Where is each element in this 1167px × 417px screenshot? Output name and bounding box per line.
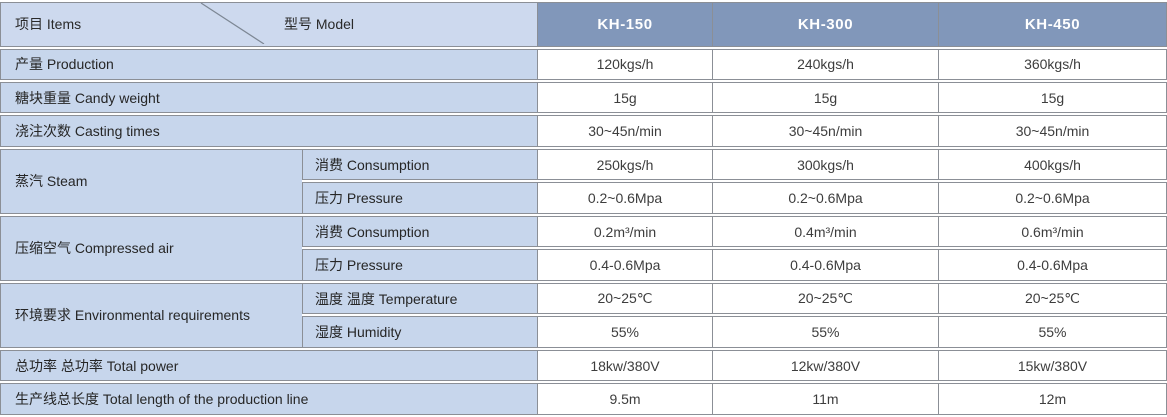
value-cell: 240kgs/h xyxy=(712,48,938,80)
value-cell: 0.4-0.6Mpa xyxy=(537,249,712,281)
table-row-casting-times: 浇注次数 Casting times 30~45n/min 30~45n/min… xyxy=(0,115,1167,147)
table-row-total-length: 生产线总长度 Total length of the production li… xyxy=(0,383,1167,415)
value-cell: 55% xyxy=(537,316,712,348)
table-row-air-pressure: 压力 Pressure 0.4-0.6Mpa 0.4-0.6Mpa 0.4-0.… xyxy=(0,249,1167,281)
value-cell: 30~45n/min xyxy=(537,115,712,147)
value-cell: 18kw/380V xyxy=(537,349,712,382)
table-row-air-consumption: 压缩空气 Compressed air 消费 Consumption 0.2m³… xyxy=(0,215,1167,281)
value-cell: 400kgs/h xyxy=(938,148,1167,181)
model-header-label: 型号 Model xyxy=(284,16,355,33)
value-cell: 30~45n/min xyxy=(938,115,1167,147)
value-cell: 30~45n/min xyxy=(712,115,938,147)
sub-label: 温度 温度 Temperature xyxy=(302,282,537,315)
table-row-production: 产量 Production 120kgs/h 240kgs/h 360kgs/h xyxy=(0,48,1167,80)
value-cell: 250kgs/h xyxy=(537,148,712,181)
value-cell: 12m xyxy=(938,383,1167,415)
row-label: 浇注次数 Casting times xyxy=(0,115,537,147)
diagonal-divider xyxy=(200,3,265,44)
value-cell: 0.4m³/min xyxy=(712,215,938,248)
value-cell: 15g xyxy=(537,82,712,114)
value-cell: 12kw/380V xyxy=(712,349,938,382)
value-cell: 300kgs/h xyxy=(712,148,938,181)
sub-label: 消费 Consumption xyxy=(302,215,537,248)
row-label: 总功率 总功率 Total power xyxy=(0,349,537,382)
value-cell: 9.5m xyxy=(537,383,712,415)
items-model-header-cell: 项目 Items 型号 Model xyxy=(0,2,537,47)
table-row-humidity: 湿度 Humidity 55% 55% 55% xyxy=(0,316,1167,348)
sub-label: 湿度 Humidity xyxy=(302,316,537,348)
value-cell: 20~25℃ xyxy=(537,282,712,315)
table-row-steam-pressure: 压力 Pressure 0.2~0.6Mpa 0.2~0.6Mpa 0.2~0.… xyxy=(0,182,1167,214)
value-cell: 0.2~0.6Mpa xyxy=(537,182,712,214)
row-label: 糖块重量 Candy weight xyxy=(0,82,537,114)
header-row: 项目 Items 型号 Model KH-150 KH-300 KH-450 xyxy=(0,2,1167,47)
table-row-steam-consumption: 蒸汽 Steam 消费 Consumption 250kgs/h 300kgs/… xyxy=(0,148,1167,214)
value-cell: 0.2~0.6Mpa xyxy=(938,182,1167,214)
row-label: 产量 Production xyxy=(0,48,537,80)
model-header-kh450: KH-450 xyxy=(938,2,1167,47)
value-cell: 55% xyxy=(712,316,938,348)
value-cell: 55% xyxy=(938,316,1167,348)
table-row-candy-weight: 糖块重量 Candy weight 15g 15g 15g xyxy=(0,82,1167,114)
value-cell: 0.4-0.6Mpa xyxy=(712,249,938,281)
model-header-kh300: KH-300 xyxy=(712,2,938,47)
value-cell: 0.6m³/min xyxy=(938,215,1167,248)
value-cell: 0.2m³/min xyxy=(537,215,712,248)
value-cell: 20~25℃ xyxy=(712,282,938,315)
value-cell: 15kw/380V xyxy=(938,349,1167,382)
group-label-environmental: 环境要求 Environmental requirements xyxy=(0,282,302,348)
sub-label: 消费 Consumption xyxy=(302,148,537,181)
sub-label: 压力 Pressure xyxy=(302,249,537,281)
value-cell: 15g xyxy=(712,82,938,114)
value-cell: 20~25℃ xyxy=(938,282,1167,315)
value-cell: 11m xyxy=(712,383,938,415)
group-label-steam: 蒸汽 Steam xyxy=(0,148,302,214)
table-row-temperature: 环境要求 Environmental requirements 温度 温度 Te… xyxy=(0,282,1167,348)
value-cell: 0.4-0.6Mpa xyxy=(938,249,1167,281)
value-cell: 360kgs/h xyxy=(938,48,1167,80)
value-cell: 0.2~0.6Mpa xyxy=(712,182,938,214)
items-header-label: 项目 Items xyxy=(15,16,82,33)
model-header-kh150: KH-150 xyxy=(537,2,712,47)
value-cell: 15g xyxy=(938,82,1167,114)
table-row-total-power: 总功率 总功率 Total power 18kw/380V 12kw/380V … xyxy=(0,349,1167,382)
sub-label: 压力 Pressure xyxy=(302,182,537,214)
value-cell: 120kgs/h xyxy=(537,48,712,80)
row-label: 生产线总长度 Total length of the production li… xyxy=(0,383,537,415)
group-label-compressed-air: 压缩空气 Compressed air xyxy=(0,215,302,281)
